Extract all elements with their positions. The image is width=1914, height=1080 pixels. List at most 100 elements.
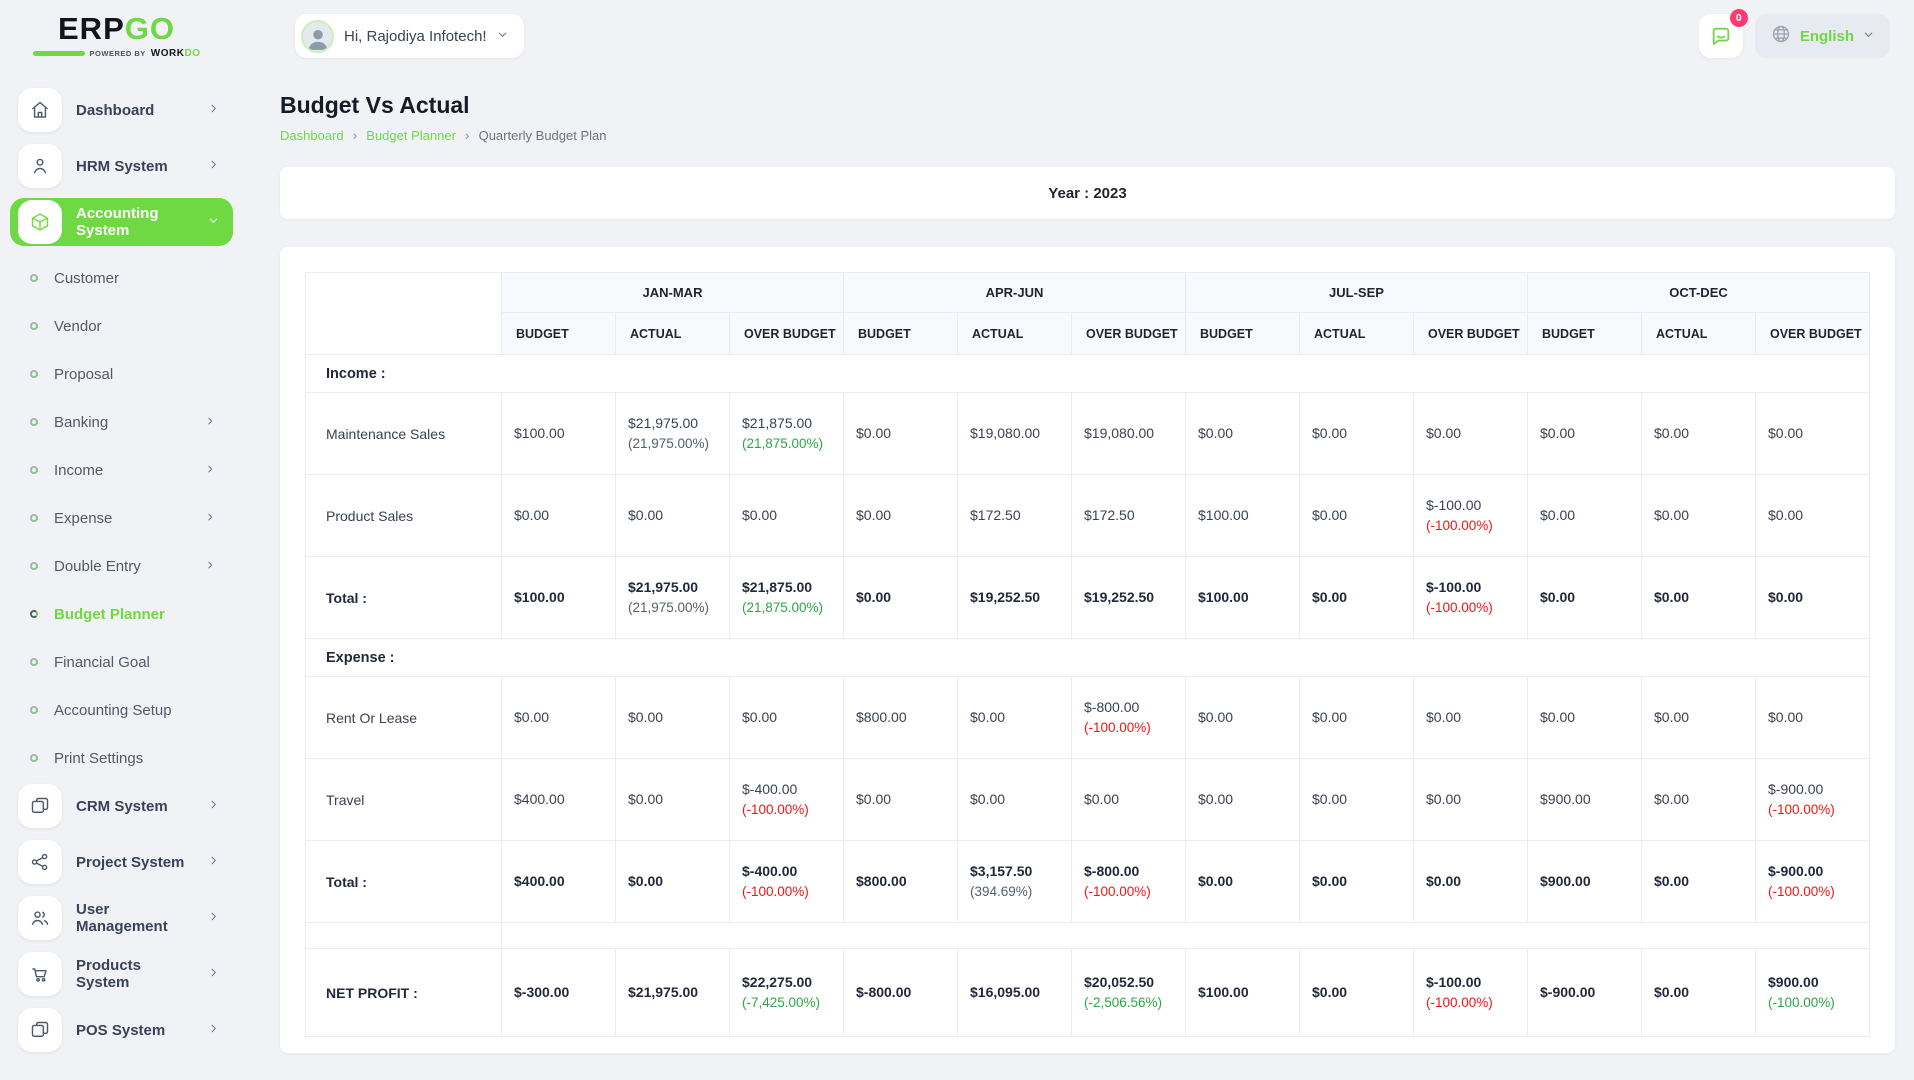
table-cell: $-100.00 (-100.00%) [1413, 474, 1528, 557]
table-row: Total : $400.00 $0.00 $-400.00 (-100.00%) $80… [305, 840, 1870, 923]
column-header: OVER BUDGET [729, 312, 844, 355]
table-cell: $0.00 [615, 840, 730, 923]
breadcrumb-budget-planner[interactable]: Budget Planner [366, 127, 456, 143]
sidebar-item-dashboard[interactable]: Dashboard [10, 86, 233, 134]
sidebar-item-proposal[interactable]: Proposal [0, 350, 233, 398]
table-cell: $900.00 [1527, 840, 1642, 923]
table-cell: $0.00 [1413, 676, 1528, 759]
table-cell: $0.00 [1413, 840, 1528, 923]
chevron-right-icon [205, 461, 215, 479]
breadcrumb-quarterly-budget-plan: Quarterly Budget Plan [478, 127, 607, 143]
sidebar-item-budget-planner[interactable]: Budget Planner [0, 590, 233, 638]
person-icon [18, 144, 62, 188]
chevron-down-icon [497, 27, 508, 45]
share-nodes-icon [18, 840, 62, 884]
sidebar-item-income[interactable]: Income [0, 446, 233, 494]
breadcrumb-dashboard[interactable]: Dashboard [280, 127, 344, 143]
chevron-right-icon [205, 413, 215, 431]
table-cell: $19,252.50 [1071, 556, 1186, 639]
table-row: Product Sales $0.00 $0.00 $0.00 $0.00 $172.50… [305, 474, 1870, 557]
sidebar: Dashboard HRM System Accounting System Cust… [0, 72, 233, 1080]
cube-icon [18, 200, 62, 244]
bullet-icon [30, 754, 38, 762]
bullet-icon [30, 274, 38, 282]
section-title: Expense : [305, 638, 1870, 677]
column-header: ACTUAL [957, 312, 1072, 355]
table-cell: $19,080.00 [1071, 392, 1186, 475]
table-cell: $0.00 [1755, 474, 1870, 557]
table-cell: $0.00 [1185, 392, 1300, 475]
table-cell: $100.00 [501, 556, 616, 639]
table-cell: $21,875.00 (21,875.00%) [729, 556, 844, 639]
chevron-down-icon [208, 213, 219, 231]
sidebar-item-label: Financial Goal [54, 653, 150, 671]
table-cell: $0.00 [1641, 676, 1756, 759]
sidebar-item-label: Accounting Setup [54, 701, 172, 719]
table-cell: $0.00 [615, 676, 730, 759]
sidebar-item-accounting-system[interactable]: Accounting System [10, 198, 233, 246]
sidebar-item-pos-system[interactable]: POS System [10, 1006, 233, 1054]
sidebar-item-user-management[interactable]: User Management [10, 894, 233, 942]
table-cell: $172.50 [1071, 474, 1186, 557]
table-cell: $0.00 [1299, 758, 1414, 841]
sidebar-item-hrm-system[interactable]: HRM System [10, 142, 233, 190]
table-cell: $19,080.00 [957, 392, 1072, 475]
table-cell: $21,975.00 (21,975.00%) [615, 556, 730, 639]
table-cell: $0.00 [1527, 392, 1642, 475]
table-cell: $0.00 [1527, 676, 1642, 759]
table-cell: $-800.00 (-100.00%) [1071, 676, 1186, 759]
sidebar-item-crm-system[interactable]: CRM System [10, 782, 233, 830]
table-cell: $0.00 [1413, 392, 1528, 475]
table-cell: $-300.00 [501, 948, 616, 1037]
sidebar-item-accounting-setup[interactable]: Accounting Setup [0, 686, 233, 734]
sidebar-item-label: Accounting System [76, 205, 159, 239]
chevron-right-icon [208, 1021, 219, 1039]
table-cell: $22,275.00 (-7,425.00%) [729, 948, 844, 1037]
table-cell: $0.00 [843, 758, 958, 841]
sidebar-item-label: POS System [76, 1021, 166, 1039]
sidebar-item-financial-goal[interactable]: Financial Goal [0, 638, 233, 686]
messenger-button[interactable]: 0 [1698, 9, 1748, 58]
chevron-right-icon [205, 557, 215, 575]
sidebar-item-project-system[interactable]: Project System [10, 838, 233, 886]
sidebar-item-banking[interactable]: Banking [0, 398, 233, 446]
language-selector[interactable]: English [1754, 14, 1890, 58]
column-header: BUDGET [501, 312, 616, 355]
sidebar-item-vendor[interactable]: Vendor [0, 302, 233, 350]
erpgo-logo[interactable]: ERPGO Powered By WORKDO [0, 13, 233, 59]
table-cell: $0.00 [1641, 758, 1756, 841]
table-row: Rent Or Lease $0.00 $0.00 $0.00 $800.00 $0.00… [305, 676, 1870, 759]
globe-icon [1771, 24, 1791, 49]
table-cell: $0.00 [1071, 758, 1186, 841]
home-icon [18, 88, 62, 132]
sidebar-item-label: HRM System [76, 157, 168, 175]
table-cell: $-800.00 (-100.00%) [1071, 840, 1186, 923]
sidebar-item-customer[interactable]: Customer [0, 254, 233, 302]
section-row: Income : [305, 354, 1870, 393]
logo-tagline: Powered By WORKDO [32, 48, 201, 59]
sidebar-item-expense[interactable]: Expense [0, 494, 233, 542]
sidebar-item-double-entry[interactable]: Double Entry [0, 542, 233, 590]
breadcrumb-separator: › [352, 127, 358, 143]
sidebar-item-label: Print Settings [54, 749, 144, 767]
column-header: ACTUAL [1299, 312, 1414, 355]
spacer-cell [305, 922, 502, 949]
year-panel: Year : 2023 [280, 167, 1895, 219]
table-cell: $0.00 [615, 474, 730, 557]
table-cell: $0.00 [729, 676, 844, 759]
table-cell: $0.00 [1641, 392, 1756, 475]
table-cell: $0.00 [1755, 392, 1870, 475]
user-greeting: Hi, Rajodiya Infotech! [344, 27, 487, 45]
user-menu[interactable]: Hi, Rajodiya Infotech! [295, 14, 524, 58]
table-cell: $100.00 [1185, 474, 1300, 557]
sidebar-item-products-system[interactable]: Products System [10, 950, 233, 998]
table-cell: $172.50 [957, 474, 1072, 557]
spacer-cell [501, 922, 1870, 949]
logo-text: ERPGO [58, 11, 175, 46]
bullet-icon [30, 370, 38, 378]
sidebar-item-print-settings[interactable]: Print Settings [0, 734, 233, 782]
table-row: Maintenance Sales $100.00 $21,975.00 (21,97… [305, 392, 1870, 475]
column-header: ACTUAL [615, 312, 730, 355]
bullet-icon [30, 418, 38, 426]
